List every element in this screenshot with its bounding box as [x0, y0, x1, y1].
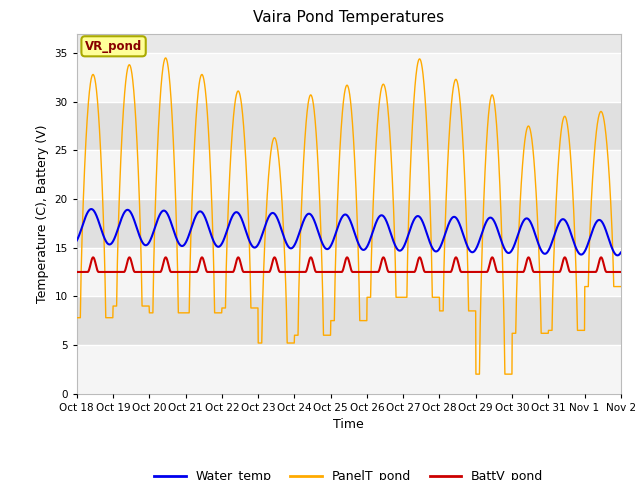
X-axis label: Time: Time — [333, 418, 364, 431]
Bar — [77, 296, 621, 345]
Y-axis label: Temperature (C), Battery (V): Temperature (C), Battery (V) — [36, 124, 49, 303]
Legend: Water_temp, PanelT_pond, BattV_pond: Water_temp, PanelT_pond, BattV_pond — [149, 465, 548, 480]
Bar — [77, 53, 621, 102]
Title: Vaira Pond Temperatures: Vaira Pond Temperatures — [253, 11, 444, 25]
Bar — [77, 248, 621, 296]
Bar — [77, 345, 621, 394]
Text: VR_pond: VR_pond — [85, 40, 142, 53]
Bar — [77, 102, 621, 150]
Bar — [77, 199, 621, 248]
Bar — [77, 150, 621, 199]
